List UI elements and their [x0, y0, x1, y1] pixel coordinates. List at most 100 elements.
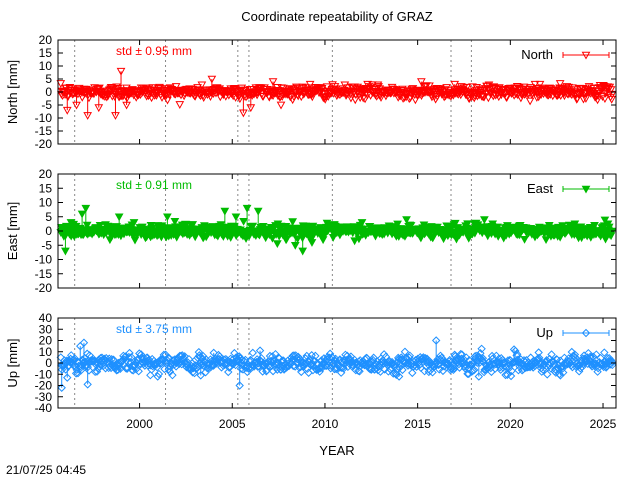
data-point [230, 348, 239, 358]
data-point [76, 366, 86, 375]
legend-east: East [527, 181, 610, 196]
data-point [534, 348, 543, 357]
data-point [456, 349, 465, 359]
data-point [246, 104, 256, 113]
data-point [463, 220, 472, 229]
data-point [399, 89, 409, 97]
data-point [239, 217, 248, 226]
data-point [179, 92, 189, 101]
data-point [83, 380, 92, 389]
data-point [406, 222, 416, 230]
y-tick-label: -10 [35, 367, 53, 381]
data-point [293, 235, 302, 244]
data-point [464, 234, 474, 243]
data-point [79, 338, 89, 347]
y-tick-label: -40 [35, 401, 53, 415]
data-point [381, 92, 391, 101]
data-point [224, 367, 233, 377]
data-point [268, 366, 278, 376]
data-point [502, 94, 512, 103]
data-point [83, 112, 93, 120]
data-point [404, 95, 414, 104]
y-tick-label: -20 [35, 379, 53, 393]
data-point [281, 236, 291, 245]
data-point [290, 241, 300, 250]
data-point [450, 219, 460, 228]
data-point [450, 80, 460, 89]
data-point [581, 185, 591, 194]
std-annotation: std ± 0.95 mm [116, 44, 192, 58]
data-point [266, 357, 276, 366]
y-tick-label: -15 [35, 124, 53, 138]
y-tick-label: 5 [45, 72, 52, 86]
data-point [233, 91, 242, 100]
data-point [188, 221, 198, 229]
data-point [607, 357, 616, 367]
data-point [476, 354, 486, 363]
data-point [428, 368, 437, 377]
data-point [474, 372, 484, 381]
data-point [408, 368, 417, 378]
data-point [101, 353, 111, 363]
data-point [77, 210, 87, 219]
data-point [134, 366, 143, 376]
data-point [320, 95, 330, 104]
y-tick-label: 15 [39, 181, 53, 195]
y-axis-label: East [mm] [5, 202, 20, 261]
data-point [153, 372, 162, 381]
data-point [598, 93, 607, 101]
data-point [248, 348, 258, 358]
data-point [339, 364, 348, 373]
data-point [350, 237, 359, 246]
data-point [146, 370, 155, 380]
data-point [84, 366, 94, 375]
data-point [57, 383, 66, 392]
data-point [402, 216, 411, 225]
data-point [305, 80, 315, 89]
data-point [328, 81, 337, 90]
data-point [267, 91, 277, 100]
legend-label: North [521, 47, 553, 62]
data-point [300, 359, 310, 368]
data-point [129, 219, 139, 227]
data-point [231, 213, 241, 222]
data-point [239, 109, 248, 118]
y-tick-label: 0 [45, 356, 52, 370]
data-point [272, 240, 282, 249]
data-point [360, 95, 370, 104]
data-point [63, 373, 72, 382]
data-point [331, 85, 341, 94]
data-point [506, 371, 516, 381]
y-tick-label: -30 [35, 390, 53, 404]
y-tick-label: -5 [41, 98, 52, 112]
y-tick-label: 40 [39, 311, 53, 325]
data-point [483, 363, 492, 372]
data-point [438, 366, 448, 376]
data-point [541, 236, 551, 245]
data-point [209, 348, 218, 358]
y-tick-label: -10 [35, 111, 53, 125]
data-point [525, 97, 535, 106]
x-axis-label: YEAR [319, 443, 354, 458]
data-point [293, 92, 303, 101]
data-point [56, 80, 66, 88]
data-point [543, 370, 552, 379]
y-tick-label: -20 [35, 281, 53, 295]
legend-label: East [527, 181, 553, 196]
data-point [537, 367, 546, 376]
data-point [568, 84, 577, 93]
std-annotation: std ± 0.91 mm [116, 178, 192, 192]
east-series [56, 204, 617, 256]
y-tick-label: 10 [39, 59, 53, 73]
chart-title: Coordinate repeatability of GRAZ [241, 9, 433, 24]
north-series [56, 67, 617, 120]
data-point [363, 80, 372, 89]
data-point [488, 84, 498, 92]
data-point [265, 362, 274, 372]
data-point [383, 87, 393, 96]
y-tick-label: 0 [45, 224, 52, 238]
data-point [81, 204, 91, 213]
data-point [94, 104, 104, 113]
